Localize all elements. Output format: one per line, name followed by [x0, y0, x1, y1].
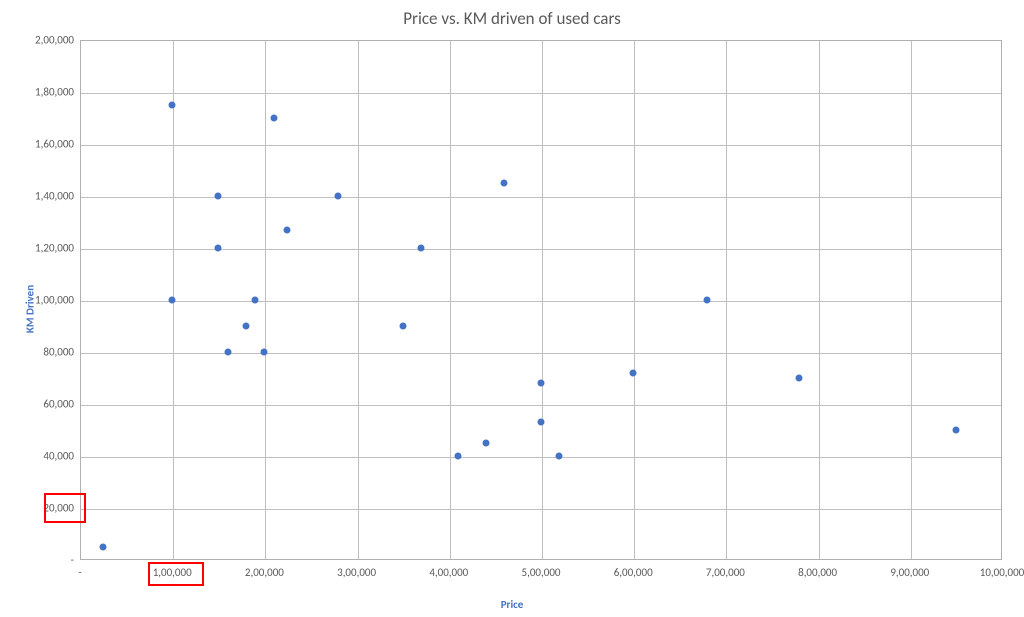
grid-line-horizontal [81, 145, 1001, 146]
data-point [169, 297, 176, 304]
data-point [215, 245, 222, 252]
data-point [100, 544, 107, 551]
grid-line-vertical [450, 41, 451, 559]
grid-line-horizontal [81, 353, 1001, 354]
x-axis-title: Price [0, 598, 1024, 611]
grid-line-horizontal [81, 93, 1001, 94]
x-tick-label: 10,00,000 [980, 566, 1024, 579]
grid-line-horizontal [81, 509, 1001, 510]
data-point [399, 323, 406, 330]
chart-title: Price vs. KM driven of used cars [0, 8, 1024, 29]
data-point [538, 419, 545, 426]
x-tick-label: 7,00,000 [706, 566, 745, 579]
y-tick-label: 2,00,000 [35, 34, 74, 47]
grid-line-vertical [911, 41, 912, 559]
grid-line-horizontal [81, 405, 1001, 406]
data-point [556, 453, 563, 460]
data-point [501, 180, 508, 187]
x-tick-label: 2,00,000 [245, 566, 284, 579]
x-tick-label: 5,00,000 [522, 566, 561, 579]
data-point [703, 297, 710, 304]
y-tick-label: 1,20,000 [35, 242, 74, 255]
x-tick-label: 3,00,000 [337, 566, 376, 579]
grid-line-vertical [542, 41, 543, 559]
scatter-chart: Price vs. KM driven of used cars KM Driv… [0, 0, 1024, 617]
data-point [335, 193, 342, 200]
data-point [252, 297, 259, 304]
data-point [169, 102, 176, 109]
y-tick-label: 80,000 [43, 346, 74, 359]
grid-line-vertical [819, 41, 820, 559]
y-tick-label: 40,000 [43, 450, 74, 463]
y-tick-label: 1,60,000 [35, 138, 74, 151]
data-point [630, 369, 637, 376]
y-tick-label: 1,80,000 [35, 86, 74, 99]
data-point [538, 380, 545, 387]
data-point [261, 349, 268, 356]
grid-line-vertical [358, 41, 359, 559]
data-point [242, 323, 249, 330]
grid-line-vertical [265, 41, 266, 559]
data-point [455, 453, 462, 460]
annotation-rect [44, 493, 86, 523]
plot-area [80, 40, 1002, 560]
annotation-rect [148, 562, 204, 586]
x-tick-label: 8,00,000 [798, 566, 837, 579]
grid-line-horizontal [81, 457, 1001, 458]
x-tick-label: 6,00,000 [614, 566, 653, 579]
data-point [796, 375, 803, 382]
data-point [418, 245, 425, 252]
x-tick-label: 9,00,000 [890, 566, 929, 579]
grid-line-vertical [634, 41, 635, 559]
grid-line-vertical [726, 41, 727, 559]
data-point [952, 427, 959, 434]
y-tick-label: - [71, 554, 74, 567]
data-point [284, 226, 291, 233]
grid-line-horizontal [81, 301, 1001, 302]
data-point [270, 115, 277, 122]
y-tick-label: 1,00,000 [35, 294, 74, 307]
data-point [215, 193, 222, 200]
x-tick-label: - [78, 566, 81, 579]
y-axis-title: KM Driven [24, 284, 37, 332]
x-tick-label: 4,00,000 [429, 566, 468, 579]
data-point [224, 349, 231, 356]
y-tick-label: 60,000 [43, 398, 74, 411]
data-point [482, 440, 489, 447]
y-tick-label: 1,40,000 [35, 190, 74, 203]
